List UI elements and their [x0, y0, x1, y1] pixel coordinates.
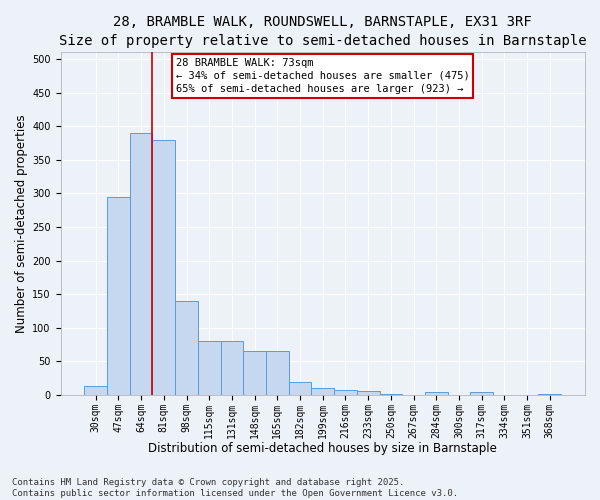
- Bar: [357, 391, 380, 395]
- Bar: [107, 197, 130, 395]
- Bar: [175, 301, 198, 395]
- Bar: [470, 392, 493, 395]
- Bar: [425, 392, 448, 395]
- Text: 28 BRAMBLE WALK: 73sqm
← 34% of semi-detached houses are smaller (475)
65% of se: 28 BRAMBLE WALK: 73sqm ← 34% of semi-det…: [176, 58, 470, 94]
- Bar: [130, 133, 152, 395]
- Bar: [334, 390, 357, 395]
- Bar: [221, 341, 243, 395]
- Text: Contains HM Land Registry data © Crown copyright and database right 2025.
Contai: Contains HM Land Registry data © Crown c…: [12, 478, 458, 498]
- Y-axis label: Number of semi-detached properties: Number of semi-detached properties: [15, 114, 28, 333]
- Bar: [266, 352, 289, 395]
- Bar: [198, 341, 221, 395]
- Title: 28, BRAMBLE WALK, ROUNDSWELL, BARNSTAPLE, EX31 3RF
Size of property relative to : 28, BRAMBLE WALK, ROUNDSWELL, BARNSTAPLE…: [59, 15, 587, 48]
- Bar: [243, 352, 266, 395]
- X-axis label: Distribution of semi-detached houses by size in Barnstaple: Distribution of semi-detached houses by …: [148, 442, 497, 455]
- Bar: [85, 386, 107, 395]
- Bar: [380, 394, 402, 395]
- Bar: [152, 140, 175, 395]
- Bar: [311, 388, 334, 395]
- Bar: [289, 382, 311, 395]
- Bar: [538, 394, 561, 395]
